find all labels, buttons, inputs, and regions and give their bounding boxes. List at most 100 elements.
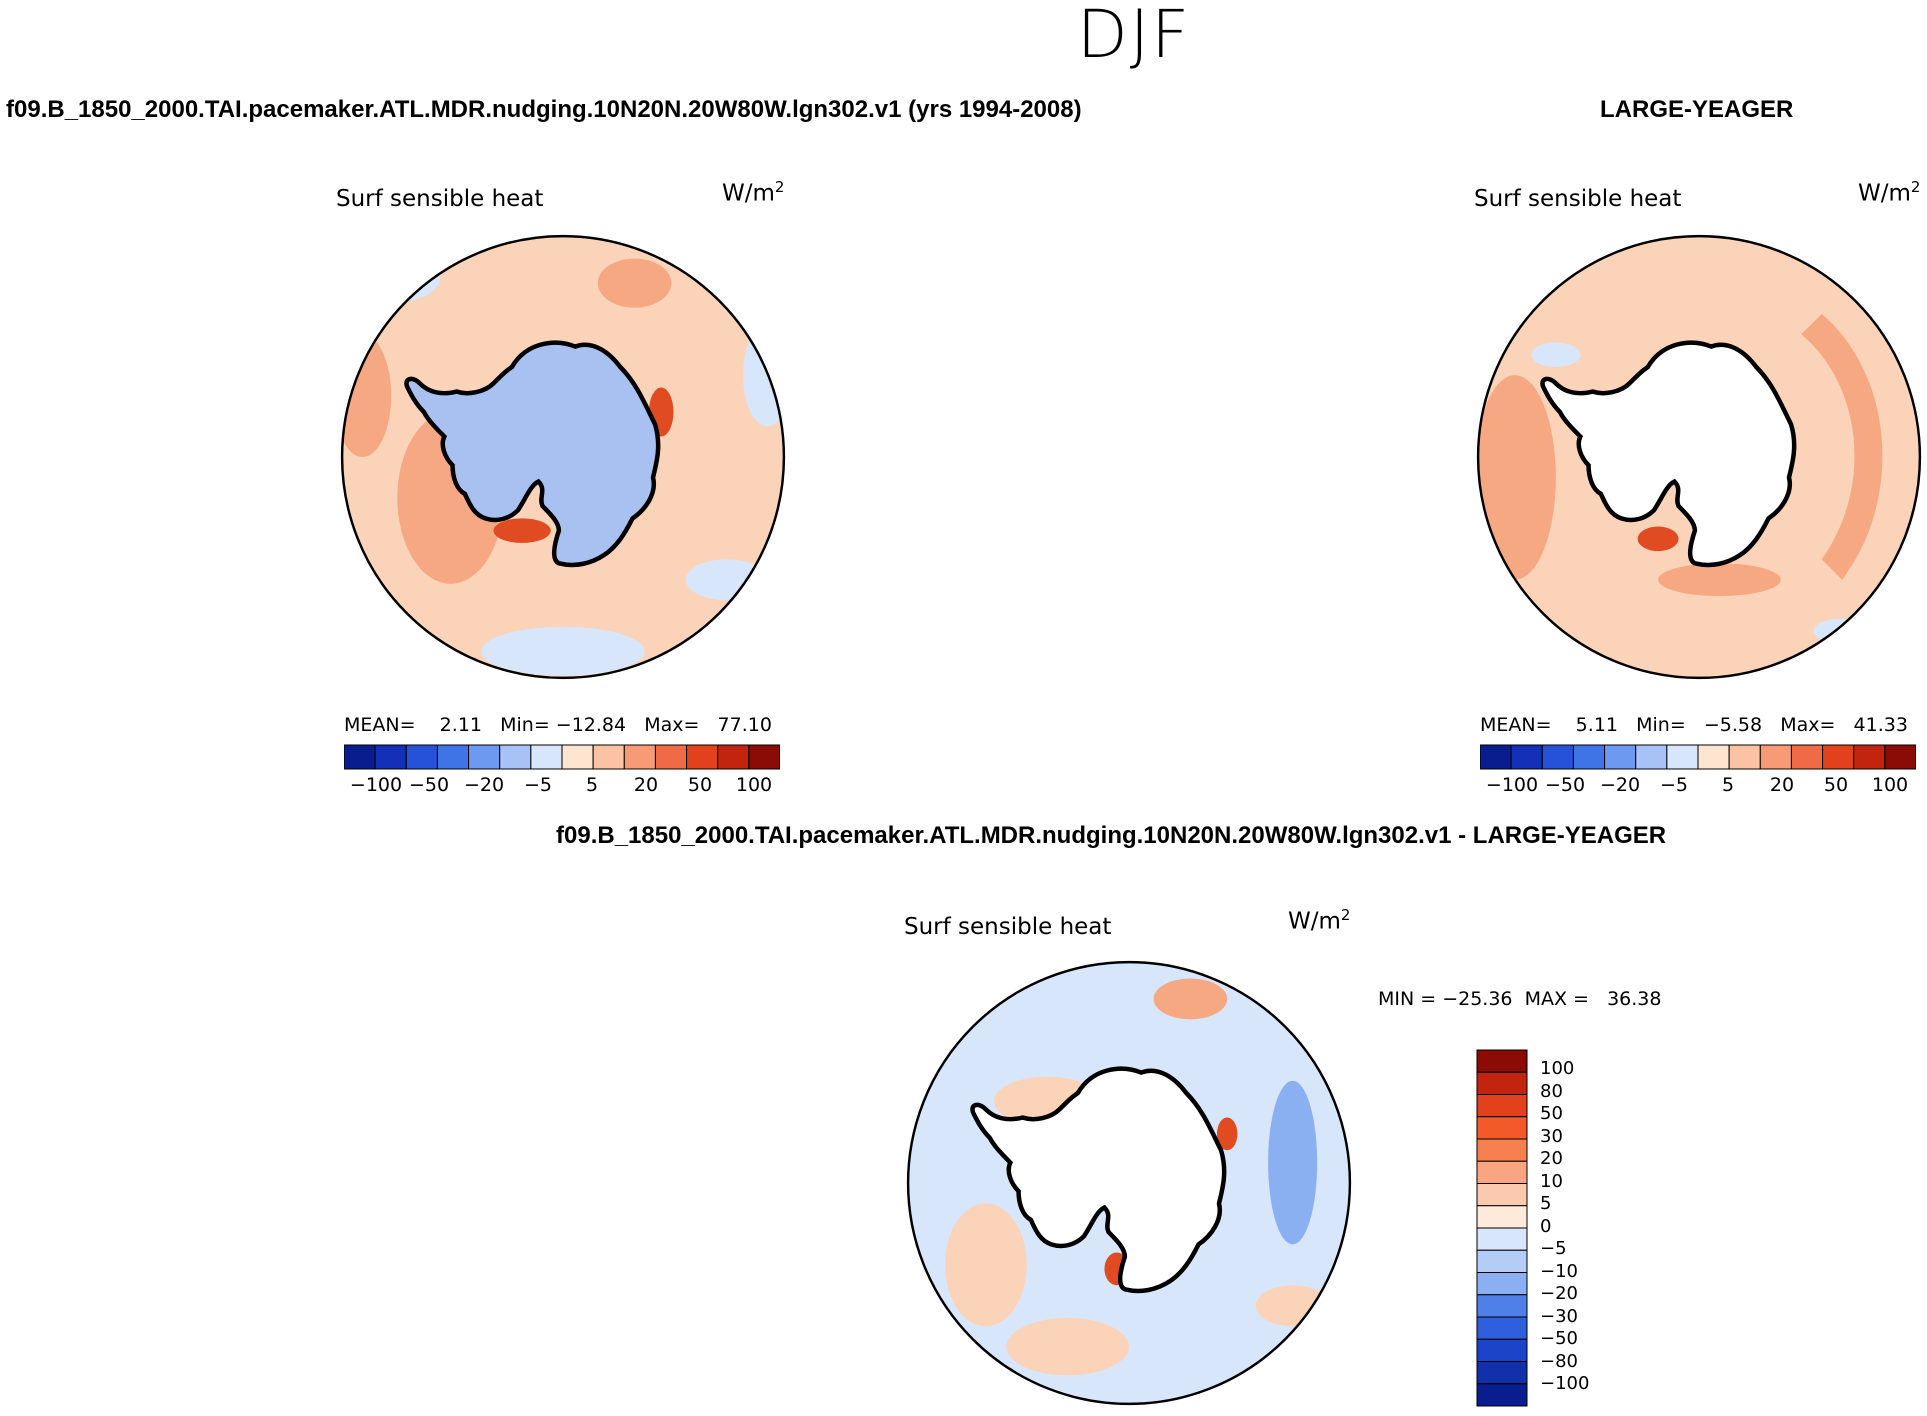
colorbar-box [1476, 1116, 1528, 1140]
colorbar-box [1476, 1361, 1528, 1385]
season-title: DJF [1076, 0, 1192, 73]
panel-1-map [340, 234, 786, 680]
colorbar-box [592, 744, 625, 770]
panel-2-title: Surf sensible heat [1474, 186, 1682, 212]
diff-map [906, 960, 1352, 1406]
warm-anomaly-north [597, 258, 672, 308]
panel-2-stats: MEAN= 5.11 Min= −5.58 Max= 41.33 [1480, 714, 1908, 736]
cb-label: 80 [1540, 1080, 1563, 1102]
colorbar-box [1476, 1338, 1528, 1362]
colorbar-box [1476, 1272, 1528, 1296]
cb-label: 20 [1540, 1148, 1563, 1169]
cb-label: 5 [1540, 1193, 1552, 1214]
warm-anomaly-se [1255, 1285, 1330, 1327]
panel-1-case-title: f09.B_1850_2000.TAI.pacemaker.ATL.MDR.nu… [6, 96, 1082, 123]
panel-1-colorbar-labels: −100 −50 −20 −5 5 20 50 100 [344, 774, 780, 798]
warm-anomaly-west [944, 1203, 1027, 1327]
cb-label: −100 [1540, 1373, 1590, 1394]
colorbar-box [1476, 1294, 1528, 1318]
colorbar-box [1853, 744, 1886, 770]
colorbar-box [1510, 744, 1543, 770]
cb-label: −50 [1540, 1328, 1578, 1349]
colorbar-box [623, 744, 656, 770]
cb-label: 100 [735, 774, 773, 796]
panel-2-units: W/m2 [1858, 178, 1921, 207]
colorbar-box [499, 744, 532, 770]
colorbar-box [1822, 744, 1855, 770]
diff-colorbar-labels: 100 80 50 30 20 10 5 0 −5 −10 −20 −30 −5… [1540, 1058, 1620, 1398]
colorbar-box [344, 744, 376, 770]
cb-label: −30 [1540, 1305, 1578, 1327]
colorbar-box [1541, 744, 1574, 770]
map-border [906, 960, 1352, 1406]
panel-1-stats: MEAN= 2.11 Min= −12.84 Max= 77.10 [344, 714, 772, 736]
cb-label: 100 [1871, 774, 1909, 796]
colorbar-box [686, 744, 719, 770]
colorbar-box [1480, 744, 1512, 770]
colorbar-box [436, 744, 470, 770]
colorbar-box [1476, 1071, 1528, 1095]
colorbar-box [717, 744, 750, 770]
cool-anomaly-nw [358, 252, 441, 302]
cb-label: −5 [1659, 774, 1688, 796]
colorbar-box [1476, 1138, 1528, 1162]
cb-label: 20 [633, 774, 659, 796]
diff-panel-title: Surf sensible heat [904, 914, 1112, 940]
cb-label: 50 [1540, 1103, 1563, 1124]
panel-2-colorbar-labels: −100 −50 −20 −5 5 20 50 100 [1480, 774, 1916, 798]
cb-label: −10 [1540, 1260, 1578, 1282]
colorbar-box [1759, 744, 1792, 770]
cb-label: 0 [1540, 1215, 1552, 1237]
cb-label: −100 [1485, 774, 1539, 796]
colorbar-box [1666, 744, 1699, 770]
colorbar-box [1476, 1227, 1528, 1251]
diff-min-max: MIN = −25.36 MAX = 36.38 [1378, 988, 1662, 1010]
cb-label: 100 [1540, 1058, 1575, 1079]
diff-colorbar [1476, 1049, 1528, 1407]
panel-2-map [1476, 234, 1922, 680]
panel-2-colorbar [1480, 744, 1916, 770]
map-border [1476, 234, 1922, 680]
colorbar-box [1476, 1316, 1528, 1340]
warm-band-east [1801, 313, 1883, 580]
colorbar-box [1476, 1094, 1528, 1118]
colorbar-box [1884, 744, 1916, 770]
colorbar-box [468, 744, 501, 770]
diff-case-title: f09.B_1850_2000.TAI.pacemaker.ATL.MDR.nu… [556, 822, 1667, 849]
colorbar-box [405, 744, 438, 770]
cb-label: −80 [1540, 1350, 1578, 1372]
cb-label: −20 [463, 774, 505, 796]
colorbar-box [1635, 744, 1668, 770]
colorbar-box [1476, 1249, 1528, 1273]
panel-1-title: Surf sensible heat [336, 186, 544, 212]
colorbar-box [1476, 1049, 1528, 1073]
colorbar-box [1604, 744, 1637, 770]
cb-label: 30 [1540, 1125, 1563, 1147]
hot-anomaly-weddell [493, 518, 551, 543]
cb-label: 20 [1769, 774, 1795, 796]
warm-anomaly-south [1658, 563, 1781, 597]
colorbar-box [748, 744, 780, 770]
colorbar-box [561, 744, 594, 770]
cb-label: −5 [523, 774, 552, 796]
colorbar-box [1572, 744, 1606, 770]
diff-units: W/m2 [1288, 906, 1351, 935]
colorbar-box [1476, 1383, 1528, 1407]
panel-2-case-title: LARGE-YEAGER [1600, 96, 1794, 123]
colorbar-box [1728, 744, 1761, 770]
hot-anomaly-east [1216, 1117, 1238, 1151]
colorbar-box [1790, 744, 1824, 770]
cb-label: −100 [349, 774, 403, 796]
cb-label: 5 [585, 774, 599, 796]
colorbar-box [1476, 1160, 1528, 1184]
panel-1-units: W/m2 [722, 178, 785, 207]
cb-label: 5 [1721, 774, 1735, 796]
colorbar-box [1476, 1183, 1528, 1207]
cb-label: −50 [408, 774, 450, 796]
warm-anomaly-west [1478, 375, 1556, 580]
cb-label: −20 [1599, 774, 1641, 796]
cool-anomaly-south [481, 626, 645, 676]
hot-anomaly-weddell [1637, 526, 1679, 552]
cool-anomaly-nw [1531, 342, 1581, 367]
colorbar-box [1697, 744, 1730, 770]
